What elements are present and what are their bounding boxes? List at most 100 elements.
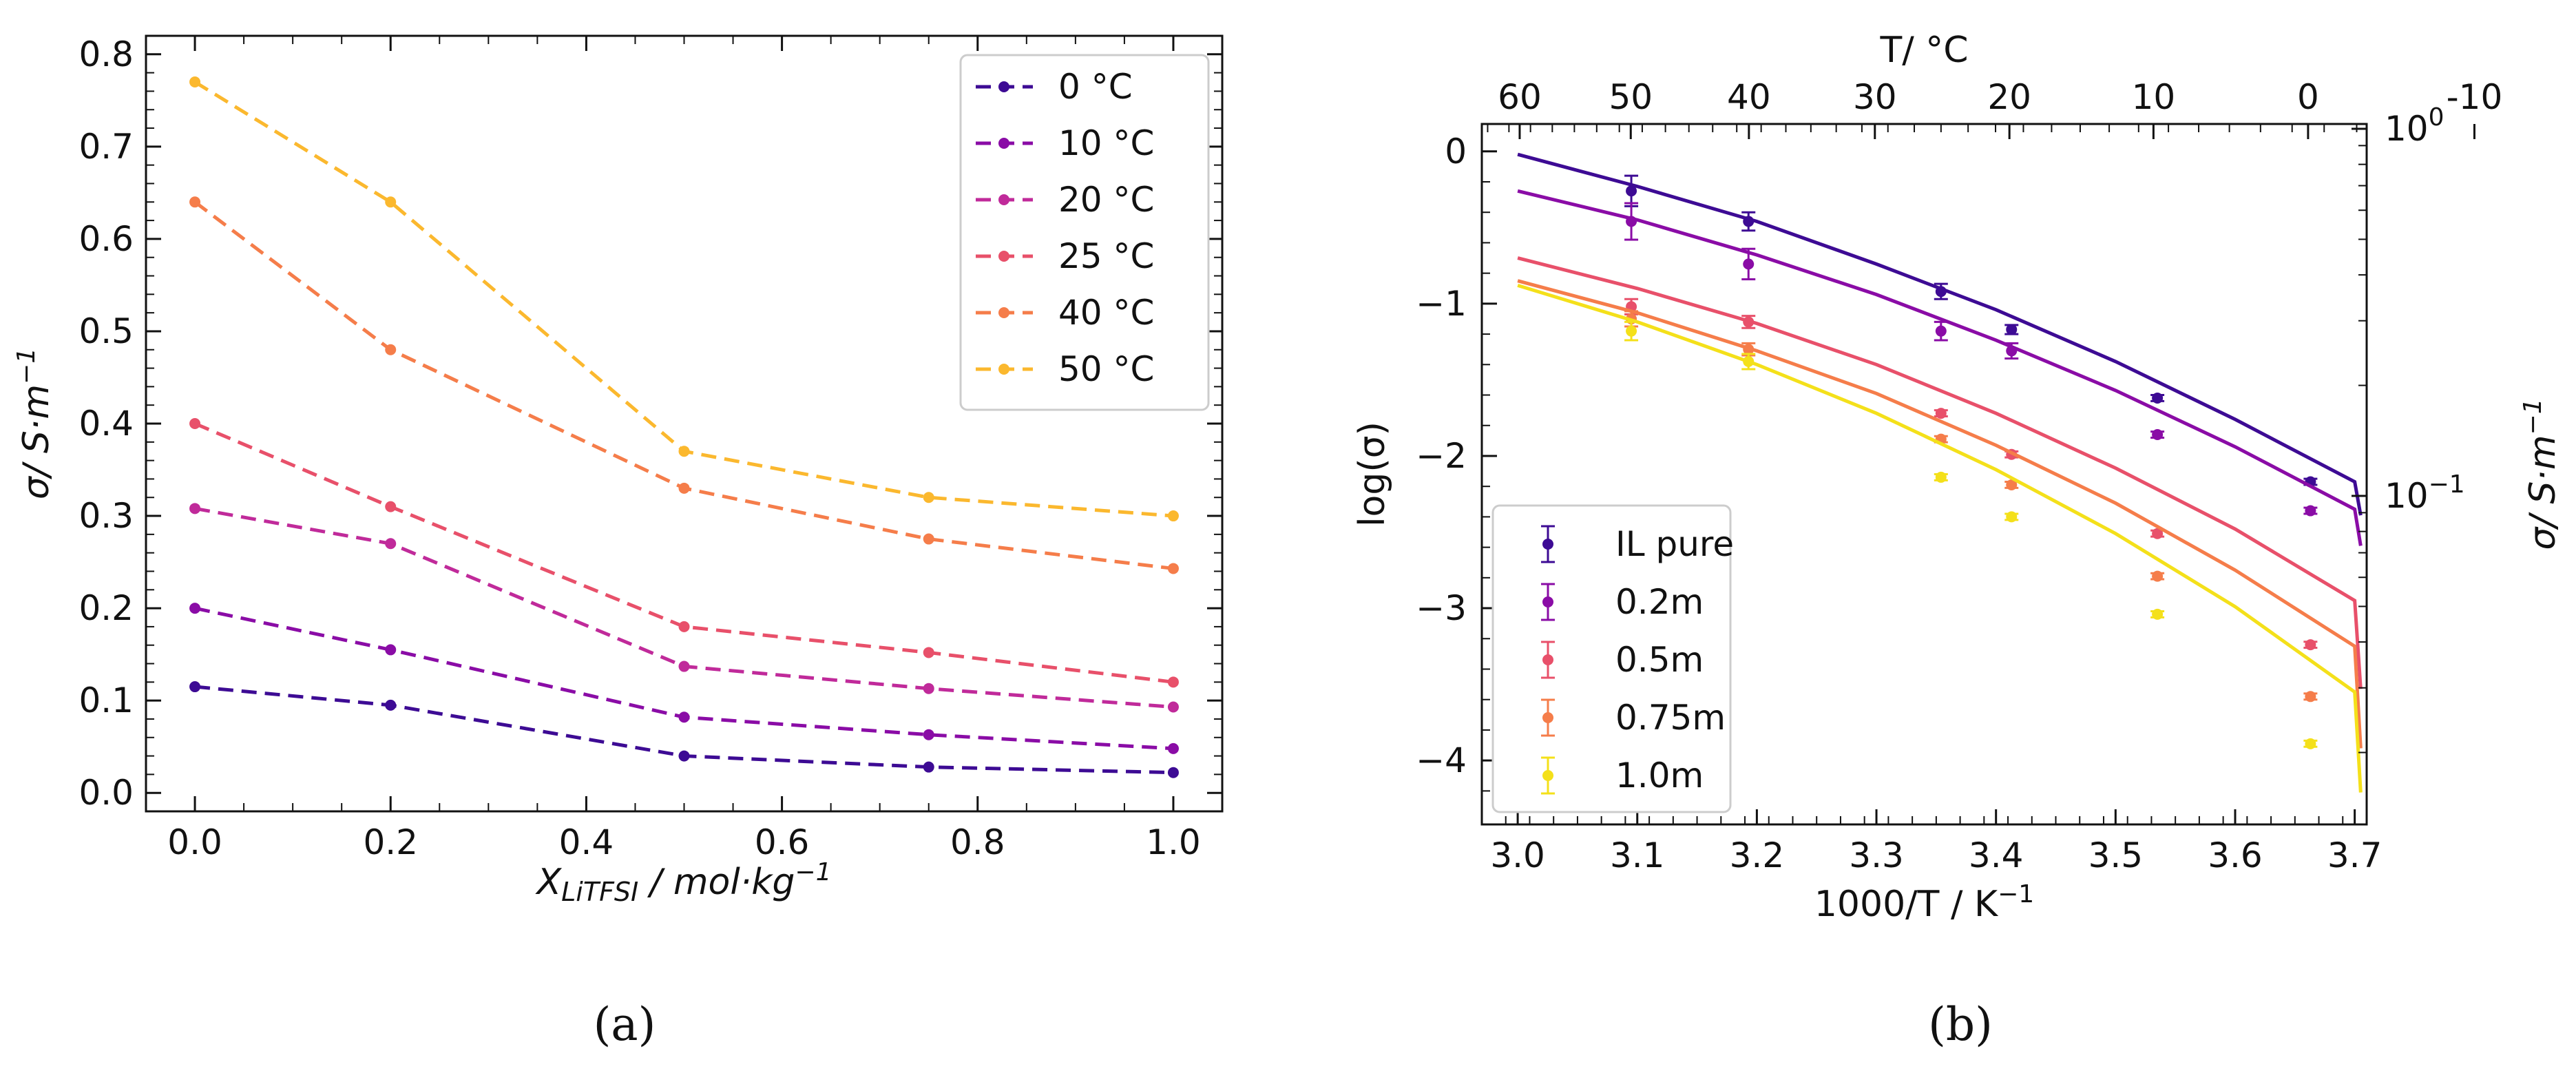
legend-marker	[998, 81, 1009, 92]
right-tick-label: 10−1	[2385, 470, 2465, 516]
data-point	[923, 492, 934, 503]
panel-a-legend: 0 °C 10 °C 20 °C 25 °C 40 °C 50 °C	[959, 54, 1210, 411]
y-tick-label: 0.5	[78, 311, 134, 351]
data-point	[189, 603, 201, 614]
x-tick-label: 3.6	[2208, 835, 2263, 875]
y-tick-label: −1	[1416, 284, 1467, 324]
data-point	[2152, 392, 2164, 404]
panel-a-series	[189, 76, 1179, 778]
data-point	[1743, 316, 1755, 328]
fit-curve	[1517, 283, 2363, 793]
right-tick-label: 100	[2385, 103, 2444, 149]
data-point	[1626, 325, 1637, 337]
data-point	[1167, 676, 1179, 688]
data-point	[923, 761, 934, 773]
data-point	[2152, 528, 2164, 539]
data-point	[1935, 325, 1947, 337]
legend-label: 50 °C	[1058, 349, 1154, 389]
y-tick-label: −4	[1416, 740, 1467, 780]
legend-marker	[1542, 539, 1553, 550]
y-tick-label: 0.4	[78, 404, 134, 444]
legend-label: 40 °C	[1058, 293, 1154, 333]
legend-marker	[998, 307, 1009, 318]
y-tick-label: 0.3	[78, 496, 134, 536]
data-point	[923, 683, 934, 694]
data-point	[678, 482, 690, 494]
panel-b-frame	[1480, 123, 2368, 826]
panel-b-top-axis-title: T/ °C	[1879, 30, 1968, 71]
legend-label: 0.75m	[1615, 698, 1726, 738]
data-point	[2305, 505, 2316, 517]
data-point	[923, 729, 934, 740]
data-point	[2152, 429, 2164, 441]
data-point	[678, 711, 690, 723]
panel-b-x-axis-title: 1000/T / K−1	[1814, 880, 2034, 925]
legend-label: 0.5m	[1615, 640, 1704, 680]
top-tick-label: -10	[2447, 77, 2503, 117]
data-point	[1743, 258, 1755, 270]
data-point	[189, 76, 201, 88]
data-point	[923, 647, 934, 658]
top-tick-label: 30	[1853, 77, 1897, 117]
legend-marker	[998, 194, 1009, 205]
y-tick-label: 0	[1445, 132, 1467, 171]
data-point	[385, 196, 397, 208]
legend-label: 25 °C	[1058, 236, 1154, 276]
legend-label: 0.2m	[1615, 582, 1704, 622]
y-tick-label: 0.6	[78, 219, 134, 259]
legend-marker	[1542, 770, 1553, 781]
y-tick-label: 0.1	[78, 680, 134, 720]
data-point	[189, 681, 201, 693]
data-point	[1167, 510, 1179, 522]
data-point	[1743, 344, 1755, 355]
data-point	[189, 196, 201, 208]
data-point	[2006, 345, 2018, 357]
x-tick-label: 0.0	[167, 822, 222, 862]
x-tick-label: 0.2	[363, 822, 418, 862]
legend-label: 20 °C	[1058, 180, 1154, 220]
legend-label: 10 °C	[1058, 123, 1154, 163]
data-point	[2152, 608, 2164, 620]
legend-marker	[998, 364, 1009, 375]
chart-panel-a: 0.0 0.2 0.4 0.6 0.8 1.0 0.0 0.1 0.2 0.3 0.4 0.5 0.6 0…	[12, 34, 1224, 1051]
data-point	[1743, 216, 1755, 227]
data-point	[189, 503, 201, 514]
chart-panel-b: 3.0 3.1 3.2 3.3 3.4 3.5 3.6 3.760 50 40 30 20 10 0 -10…	[1352, 30, 2564, 1051]
data-point	[1935, 286, 1947, 298]
data-point	[678, 621, 690, 632]
data-point	[923, 533, 934, 545]
data-point	[2152, 570, 2164, 582]
panel-b-right-axis-title: σ/ S·m−1	[2519, 398, 2564, 550]
data-point	[1167, 767, 1179, 778]
data-point	[2305, 639, 2316, 651]
data-point	[2305, 691, 2316, 703]
data-point	[385, 538, 397, 550]
y-tick-label: 0.2	[78, 588, 134, 628]
data-point	[1167, 701, 1179, 713]
x-tick-label: 0.6	[755, 822, 810, 862]
data-point	[385, 501, 397, 512]
legend-marker	[998, 138, 1009, 149]
legend-label: IL pure	[1615, 524, 1734, 564]
data-point	[678, 446, 690, 457]
legend-label: 1.0m	[1615, 756, 1704, 796]
x-tick-label: 3.3	[1849, 835, 1904, 875]
x-tick-label: 3.4	[1969, 835, 2024, 875]
data-point	[2006, 511, 2018, 523]
top-tick-label: 60	[1498, 77, 1542, 117]
panel-b-series	[1517, 152, 2363, 793]
data-point	[678, 661, 690, 672]
x-tick-label: 3.7	[2327, 835, 2383, 875]
y-tick-label: −3	[1416, 588, 1467, 628]
series-line	[194, 422, 1174, 684]
data-point	[2305, 738, 2316, 749]
data-point	[1935, 408, 1947, 419]
x-tick-label: 0.4	[559, 822, 614, 862]
x-tick-label: 3.0	[1490, 835, 1545, 875]
panel-a-label: (a)	[594, 998, 656, 1051]
panel-b-legend: IL pure 0.2m 0.5m 0.75m 1.0m	[1491, 504, 1734, 813]
top-tick-label: 0	[2297, 77, 2319, 117]
legend-marker	[998, 251, 1009, 262]
x-tick-label: 3.2	[1730, 835, 1785, 875]
